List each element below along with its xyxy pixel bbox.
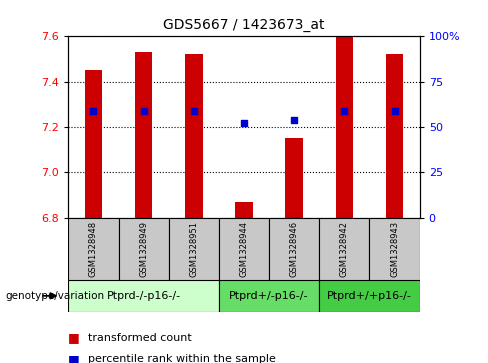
Point (140, 108, 147, 114)
Bar (319, 218, 369, 280)
Bar (219, 280, 319, 312)
Bar (235, 202, 253, 218)
Text: GSM1328948: GSM1328948 (89, 221, 98, 277)
Point (190, 108, 198, 114)
Text: GSM1328949: GSM1328949 (139, 221, 148, 277)
Text: GSM1328946: GSM1328946 (290, 221, 299, 277)
Text: ■: ■ (68, 353, 80, 363)
Text: GSM1328944: GSM1328944 (240, 221, 248, 277)
Bar (169, 218, 219, 280)
Point (89, 108, 97, 114)
Text: ■: ■ (68, 331, 80, 344)
Point (290, 117, 298, 123)
Text: GSM1328951: GSM1328951 (189, 221, 198, 277)
Bar (336, 36, 353, 218)
Bar (119, 218, 169, 280)
Bar (135, 52, 152, 218)
Text: GSM1328943: GSM1328943 (390, 221, 399, 277)
Point (391, 108, 399, 114)
Bar (269, 218, 319, 280)
Point (240, 120, 248, 126)
Bar (219, 218, 269, 280)
Title: GDS5667 / 1423673_at: GDS5667 / 1423673_at (163, 19, 325, 33)
Text: percentile rank within the sample: percentile rank within the sample (88, 354, 276, 363)
Bar (68, 218, 119, 280)
Bar (185, 54, 203, 218)
Bar (84, 70, 102, 218)
Point (341, 108, 348, 114)
Bar (386, 54, 404, 218)
Text: genotype/variation: genotype/variation (5, 291, 104, 301)
Bar (319, 280, 420, 312)
Bar (369, 218, 420, 280)
Bar (68, 280, 219, 312)
Text: Ptprd+/+p16-/-: Ptprd+/+p16-/- (327, 291, 412, 301)
Text: GSM1328942: GSM1328942 (340, 221, 349, 277)
Text: transformed count: transformed count (88, 333, 192, 343)
Text: Ptprd-/-p16-/-: Ptprd-/-p16-/- (106, 291, 181, 301)
Text: Ptprd+/-p16-/-: Ptprd+/-p16-/- (229, 291, 309, 301)
Bar (285, 138, 303, 218)
